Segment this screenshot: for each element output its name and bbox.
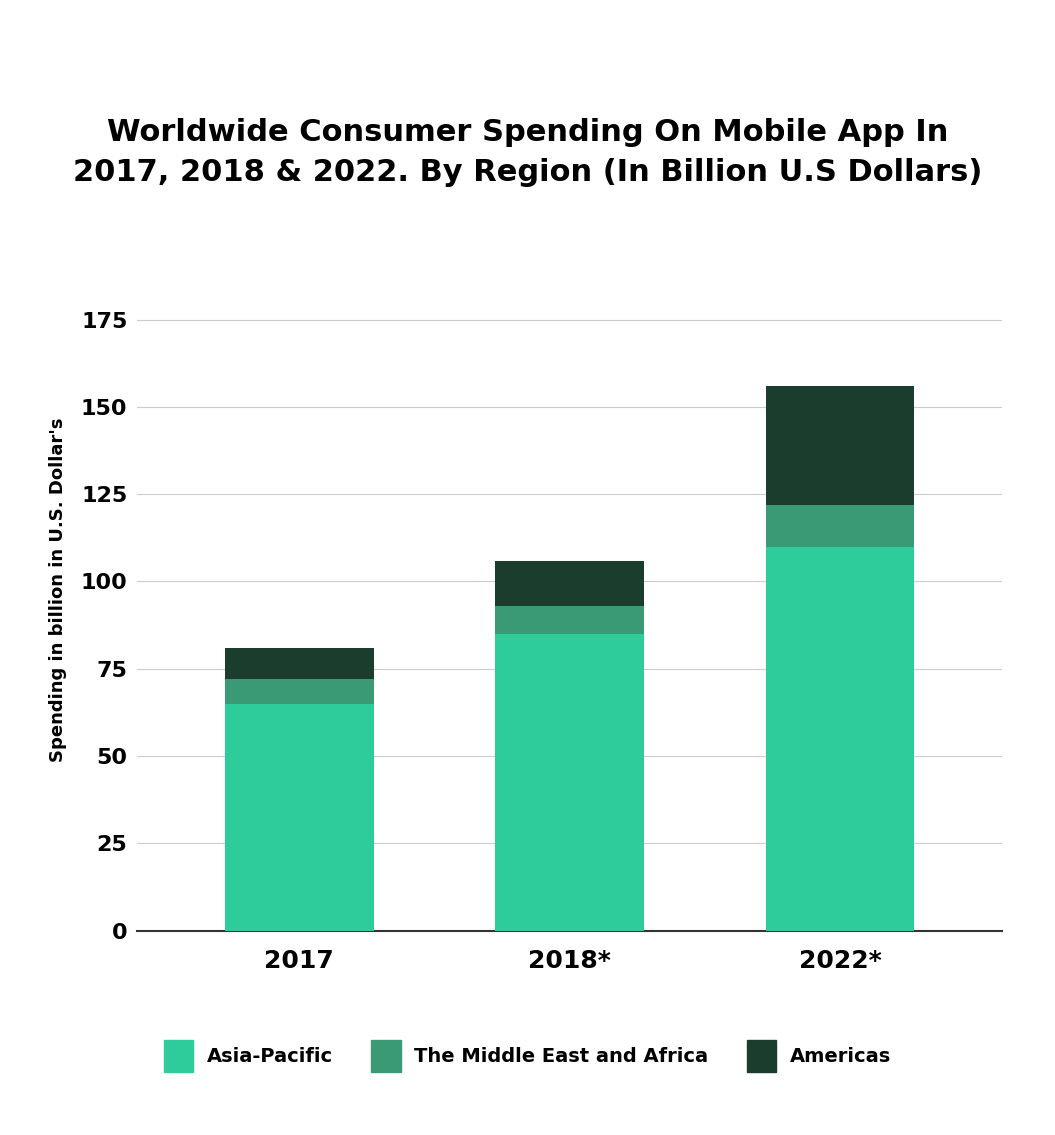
Bar bbox=[496, 606, 644, 633]
Bar bbox=[496, 633, 644, 931]
Bar bbox=[225, 679, 373, 704]
Bar bbox=[225, 704, 373, 931]
Bar bbox=[496, 561, 644, 606]
Bar bbox=[766, 547, 915, 931]
Bar bbox=[766, 505, 915, 547]
Legend: Asia-Pacific, The Middle East and Africa, Americas: Asia-Pacific, The Middle East and Africa… bbox=[156, 1032, 899, 1079]
Text: Worldwide Consumer Spending On Mobile App In
2017, 2018 & 2022. By Region (In Bi: Worldwide Consumer Spending On Mobile Ap… bbox=[73, 118, 982, 187]
Y-axis label: Spending in billion in U.S. Dollar's: Spending in billion in U.S. Dollar's bbox=[49, 418, 66, 763]
Bar bbox=[225, 648, 373, 679]
Bar bbox=[766, 386, 915, 505]
